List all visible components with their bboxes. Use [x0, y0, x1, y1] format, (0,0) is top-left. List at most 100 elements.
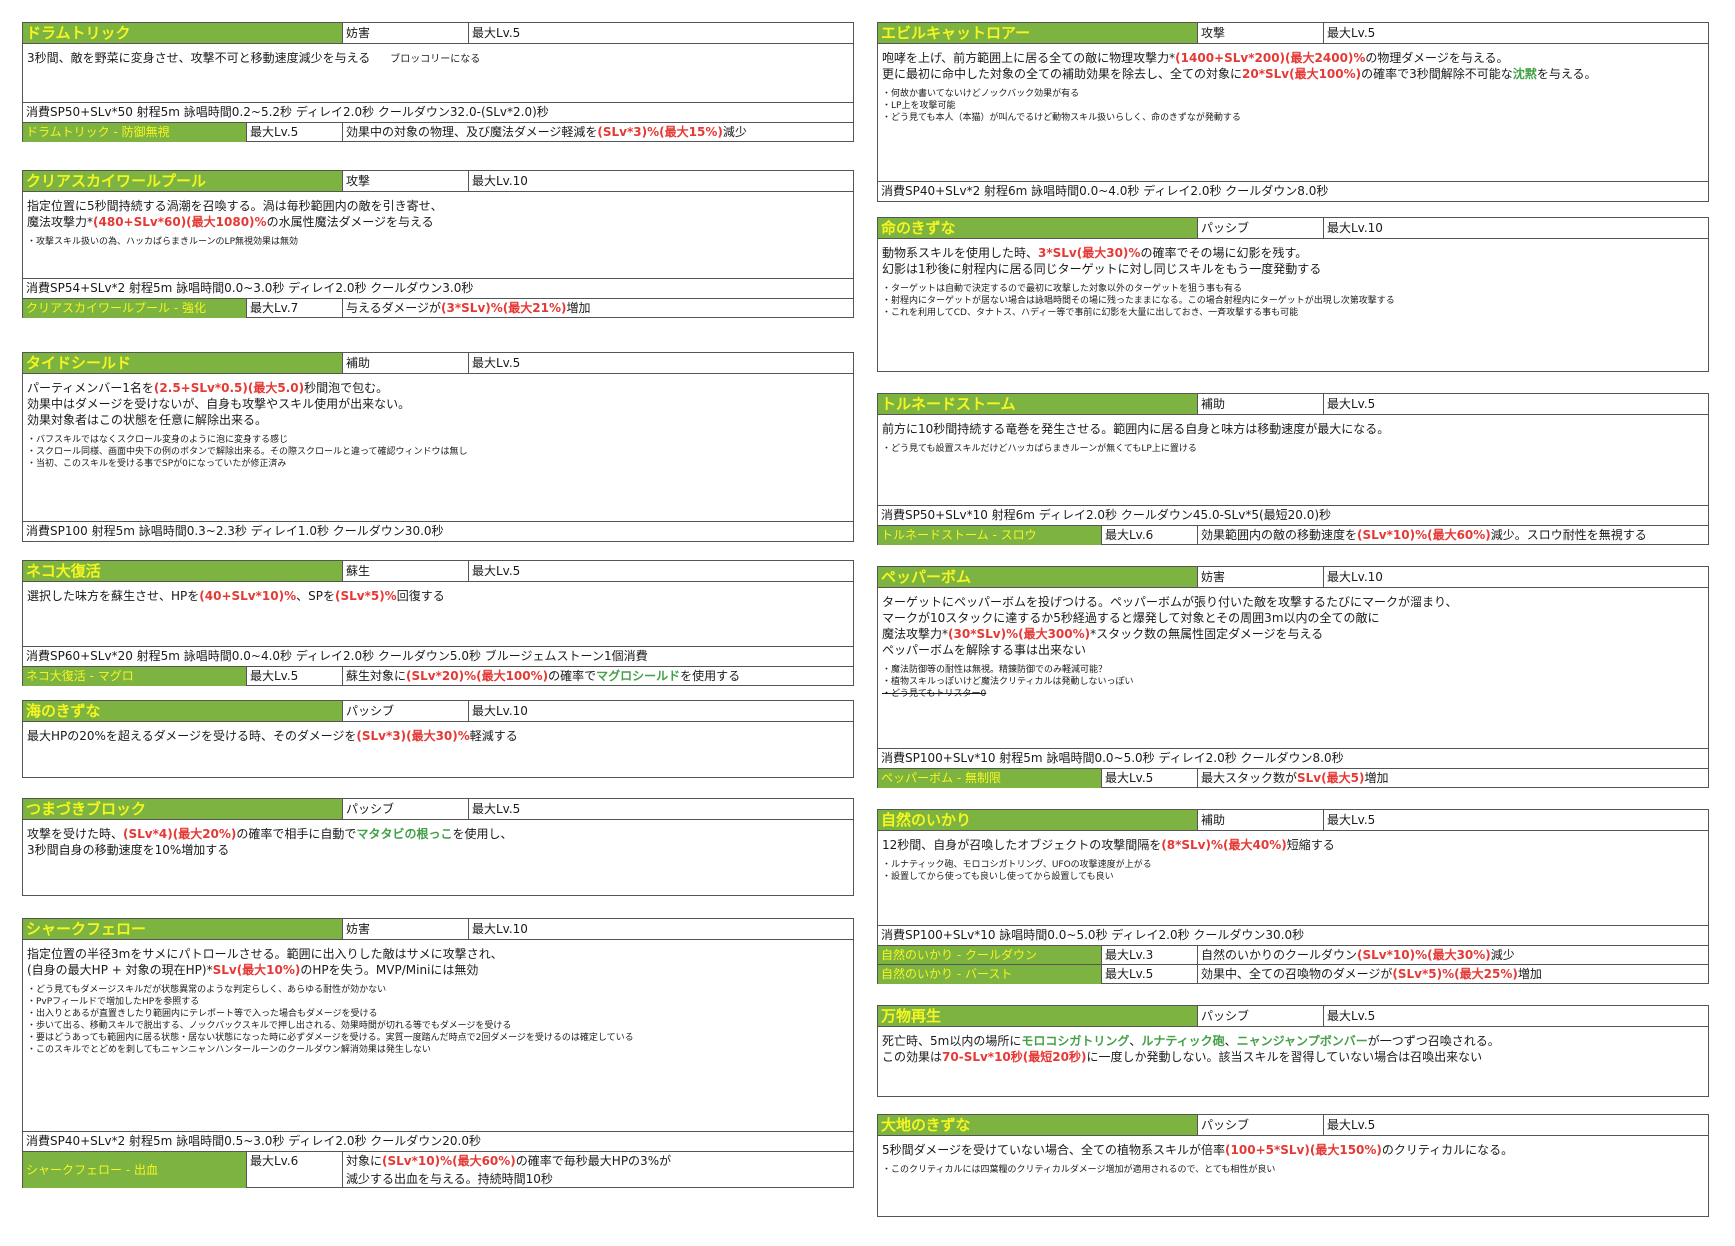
- skill-type: 補助: [1198, 810, 1324, 830]
- sub-skill-level: 最大Lv.5: [1102, 769, 1198, 787]
- description-line: 効果対象者はこの状態を任意に解除出来る。: [27, 413, 268, 427]
- skill-header: 大地のきずな パッシブ 最大Lv.5: [878, 1115, 1708, 1136]
- note-item: ・ルナティック砲、モロコシガトリング、UFOの攻撃速度が上がる: [882, 860, 1152, 870]
- description-line: 効果中はダメージを受けないが、自身も攻撃やスキル使用が出来ない。: [27, 397, 411, 411]
- skill-name: つまづきブロック: [23, 799, 343, 819]
- description-line: 更に最初に命中した対象の全ての補助効果を除去し、全ての対象に20*SLv(最大1…: [882, 67, 1597, 81]
- skill-card: ネコ大復活 蘇生 最大Lv.5 選択した味方を蘇生させ、HPを(40+SLv*10)%…: [22, 560, 854, 686]
- skill-cost-stats: 消費SP50+SLv*50 射程5m 詠唱時間0.2~5.2秒 ディレイ2.0秒…: [23, 102, 853, 122]
- sub-skill-level: 最大Lv.5: [1102, 965, 1198, 983]
- skill-notes: ・このクリティカルには四葉糧のクリティカルダメージ増加が適用されるので、とても相…: [882, 1164, 1704, 1176]
- skill-description: 指定位置に5秒間持続する渦潮を召喚する。渦は毎秒範囲内の敵を引き寄せ、 魔法攻撃力…: [27, 198, 849, 230]
- skill-card: 大地のきずな パッシブ 最大Lv.5 5秒間ダメージを受けていない場合、全ての植物系ス…: [877, 1114, 1709, 1217]
- skill-max-level: 最大Lv.10: [472, 704, 528, 718]
- sub-skill-level: 最大Lv.5: [247, 123, 343, 141]
- skill-type: 蘇生: [343, 561, 469, 581]
- skill-header: クリアスカイワールプール 攻撃 最大Lv.10: [23, 171, 853, 192]
- note-item: ・出入りとあるが直置きしたり範囲内にテレポート等で入った場合もダメージを受ける: [27, 1009, 378, 1019]
- skill-cost-stats: 消費SP54+SLv*2 射程5m 詠唱時間0.0~3.0秒 ディレイ2.0秒 …: [23, 278, 853, 298]
- sub-effect-line: 効果中、全ての召喚物のダメージが(SLv*5)%(最大25%)増加: [1201, 967, 1542, 981]
- description-line: 死亡時、5m以内の場所にモロコシガトリング、ルナティック砲、ニャンジャンプボンバ…: [882, 1034, 1500, 1048]
- sub-skill-effect: 最大スタック数がSLv(最大5)増加: [1198, 769, 1708, 787]
- skill-max-level: 最大Lv.5: [472, 356, 521, 370]
- skill-description: 死亡時、5m以内の場所にモロコシガトリング、ルナティック砲、ニャンジャンプボンバ…: [882, 1033, 1704, 1065]
- description-line: マークが10スタックに達するか5秒経過すると爆発して対象とその周囲3m以内の全て…: [882, 611, 1380, 625]
- note-item: ・スクロール同様、画面中央下の例のボタンで解除出来る。その際スクロールと違って確…: [27, 447, 468, 457]
- skill-notes: ・ルナティック砲、モロコシガトリング、UFOの攻撃速度が上がる ・設置してから使っ…: [882, 859, 1704, 883]
- skill-max-level: 最大Lv.5: [472, 564, 521, 578]
- skill-body: パーティメンバー1名を(2.5+SLv*0.5)(最大5.0)秒間泡で包む。 効果…: [23, 374, 853, 474]
- note-item: ・どう見てもダメージスキルだが状態異常のような判定らしく、あらゆる耐性が効かない: [27, 985, 387, 995]
- skill-description: 最大HPの20%を超えるダメージを受ける時、そのダメージを(SLv*3)(最大3…: [27, 728, 849, 744]
- note-item: ・歩いて出る、移動スキルで脱出する、ノックバックスキルで押し出される、効果時間が…: [27, 1021, 512, 1031]
- skill-cost-stats: 消費SP40+SLv*2 射程6m 詠唱時間0.0~4.0秒 ディレイ2.0秒 …: [878, 181, 1708, 201]
- skill-name: タイドシールド: [23, 353, 343, 373]
- sub-skill-level: 最大Lv.7: [247, 299, 343, 317]
- skill-name: ペッパーボム: [878, 567, 1198, 587]
- skill-header: シャークフェロー 妨害 最大Lv.10: [23, 919, 853, 940]
- sub-skill-row: ペッパーボム - 無制限 最大Lv.5 最大スタック数がSLv(最大5)増加: [878, 768, 1708, 788]
- description-line: 3秒間、敵を野菜に変身させ、攻撃不可と移動速度減少を与える ブロッコリーになる: [27, 51, 481, 65]
- skill-body: 死亡時、5m以内の場所にモロコシガトリング、ルナティック砲、ニャンジャンプボンバ…: [878, 1027, 1708, 1069]
- skill-description: 3秒間、敵を野菜に変身させ、攻撃不可と移動速度減少を与える ブロッコリーになる: [27, 50, 849, 68]
- sub-skill-row: 自然のいかり - バースト 最大Lv.5 効果中、全ての召喚物のダメージが(SLv*…: [878, 964, 1708, 984]
- note-item: ・魔法防御等の耐性は無視。精錬防御でのみ軽減可能？: [882, 665, 1108, 675]
- sub-skill-row: ドラムトリック - 防御無視 最大Lv.5 効果中の対象の物理、及び魔法ダメージ軽減…: [23, 122, 853, 142]
- sub-effect-line: 与えるダメージが(3*SLv)%(最大21%)増加: [346, 301, 591, 315]
- note-item: ・どう見ても本人（本猫）が叫んでるけど動物スキル扱いらしく、命のきずなが発動する: [882, 113, 1241, 123]
- sub-skill-effect: 対象に(SLv*10)%(最大60%)の確率で毎秒最大HPの3%が 減少する出血を…: [343, 1152, 853, 1187]
- skill-body: 5秒間ダメージを受けていない場合、全ての植物系スキルが倍率(100+5*SLv)…: [878, 1136, 1708, 1180]
- description-line: 指定位置に5秒間持続する渦潮を召喚する。渦は毎秒範囲内の敵を引き寄せ、: [27, 199, 443, 213]
- note-item: ・どう見ても設置スキルだけどハッカばらまきルーンが無くてもLP上に置ける: [882, 444, 1197, 454]
- skill-cost-stats: 消費SP40+SLv*2 射程5m 詠唱時間0.5~3.0秒 ディレイ2.0秒 …: [23, 1131, 853, 1151]
- skill-notes: ・ターゲットは自動で決定するので最初に攻撃した対象以外のターゲットを狙う事も有る…: [882, 283, 1704, 319]
- skill-notes: ・どう見てもダメージスキルだが状態異常のような判定らしく、あらゆる耐性が効かない…: [27, 984, 849, 1056]
- skill-body: 動物系スキルを使用した時、3*SLv(最大30)%の確率でその場に幻影を残す。幻…: [878, 239, 1708, 323]
- skill-type: 補助: [1198, 394, 1324, 414]
- sub-skill-name: 自然のいかり - クールダウン: [878, 946, 1102, 965]
- skill-header: タイドシールド 補助 最大Lv.5: [23, 353, 853, 374]
- skill-description: 5秒間ダメージを受けていない場合、全ての植物系スキルが倍率(100+5*SLv)…: [882, 1142, 1704, 1158]
- skill-max-level: 最大Lv.5: [1327, 1118, 1376, 1132]
- description-line: 幻影は1秒後に射程内に居る同じターゲットに対し同じスキルをもう一度発動する: [882, 262, 1322, 276]
- skill-card: クリアスカイワールプール 攻撃 最大Lv.10 指定位置に5秒間持続する渦潮を召喚する…: [22, 170, 854, 318]
- note-item: ・当初、このスキルを受ける事でSPが0になっていたが修正済み: [27, 459, 287, 469]
- sub-effect-line: 自然のいかりのクールダウン(SLv*10)%(最大30%)減少: [1201, 948, 1515, 962]
- sub-skill-effect: 与えるダメージが(3*SLv)%(最大21%)増加: [343, 299, 853, 317]
- sub-skill-name: トルネードストーム - スロウ: [878, 526, 1102, 545]
- description-line: パーティメンバー1名を(2.5+SLv*0.5)(最大5.0)秒間泡で包む。: [27, 381, 389, 395]
- skill-card: ペッパーボム 妨害 最大Lv.10 ターゲットにペッパーボムを投げつける。ペッパーボム…: [877, 566, 1709, 788]
- sub-effect-line: 効果範囲内の敵の移動速度を(SLv*10)%(最大60%)減少。スロウ耐性を無視…: [1201, 528, 1647, 542]
- skill-body: 12秒間、自身が召喚したオブジェクトの攻撃間隔を(8*SLv)%(最大40%)短…: [878, 831, 1708, 887]
- sub-skill-effect: 効果範囲内の敵の移動速度を(SLv*10)%(最大60%)減少。スロウ耐性を無視…: [1198, 526, 1708, 544]
- note-item: ・PvPフィールドで増加したHPを参照する: [27, 997, 200, 1007]
- description-line: この効果は70-SLv*10秒(最短20秒)に一度しか発動しない。該当スキルを習…: [882, 1050, 1483, 1064]
- sub-skill-name: ペッパーボム - 無制限: [878, 769, 1102, 788]
- description-line: 魔法攻撃力*(30*SLv)%(最大300%)*スタック数の無属性固定ダメージを…: [882, 627, 1324, 641]
- skill-name: 命のきずな: [878, 218, 1198, 238]
- skill-header: ドラムトリック 妨害 最大Lv.5: [23, 23, 853, 44]
- skill-name: 大地のきずな: [878, 1115, 1198, 1135]
- skill-type: 補助: [343, 353, 469, 373]
- skill-header: 命のきずな パッシブ 最大Lv.10: [878, 218, 1708, 239]
- skill-name: 海のきずな: [23, 701, 343, 721]
- note-item: ・どう見てもトリスター0: [882, 689, 987, 699]
- skill-body: 指定位置に5秒間持続する渦潮を召喚する。渦は毎秒範囲内の敵を引き寄せ、 魔法攻撃力…: [23, 192, 853, 252]
- sub-skill-name: クリアスカイワールプール - 強化: [23, 299, 247, 318]
- skill-type: 攻撃: [343, 171, 469, 191]
- sub-effect-line: 最大スタック数がSLv(最大5)増加: [1201, 771, 1389, 785]
- sub-effect-line: 効果中の対象の物理、及び魔法ダメージ軽減を(SLv*3)%(最大15%)減少: [346, 125, 747, 139]
- note-item: ・バフスキルではなくスクロール変身のように泡に変身する感じ: [27, 435, 289, 445]
- sub-skill-row: 自然のいかり - クールダウン 最大Lv.3 自然のいかりのクールダウン(SLv*1…: [878, 945, 1708, 965]
- skill-description: ターゲットにペッパーボムを投げつける。ペッパーボムが張り付いた敵を攻撃するたびに…: [882, 594, 1704, 658]
- skill-body: 咆哮を上げ、前方範囲上に居る全ての敵に物理攻撃力*(1400+SLv*200)(…: [878, 44, 1708, 128]
- description-line: 3秒間自身の移動速度を10%増加する: [27, 843, 230, 857]
- skill-max-level: 最大Lv.5: [1327, 1009, 1376, 1023]
- skill-memo: ブロッコリーになる: [390, 54, 481, 65]
- skill-max-level: 最大Lv.10: [472, 922, 528, 936]
- sub-skill-level: 最大Lv.6: [247, 1152, 343, 1187]
- description-line: 咆哮を上げ、前方範囲上に居る全ての敵に物理攻撃力*(1400+SLv*200)(…: [882, 51, 1509, 65]
- skill-type: パッシブ: [343, 799, 469, 819]
- skill-type: 攻撃: [1198, 23, 1324, 43]
- skill-card: シャークフェロー 妨害 最大Lv.10 指定位置の半径3mをサメにパトロールさせる。範…: [22, 918, 854, 1188]
